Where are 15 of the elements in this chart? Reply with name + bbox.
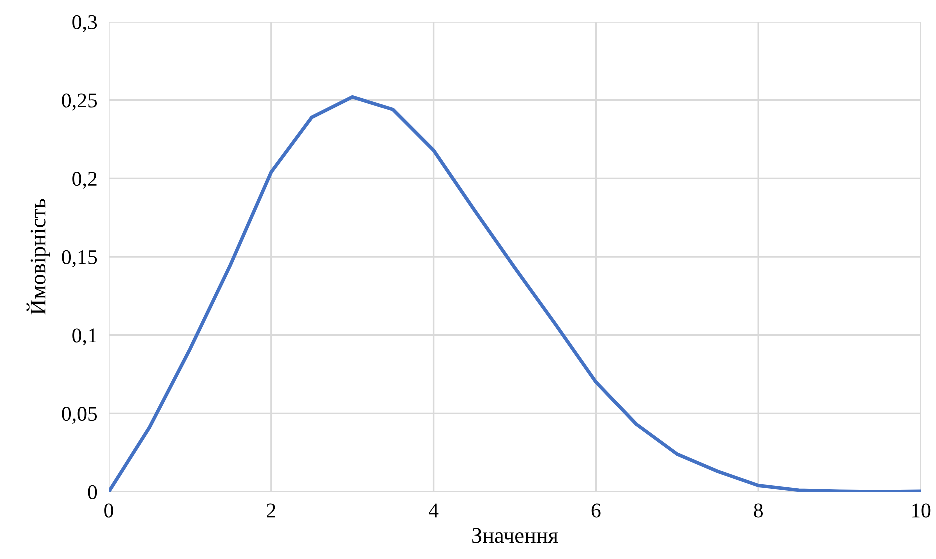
y-tick-label: 0,15 bbox=[62, 250, 98, 268]
x-tick-label: 0 bbox=[104, 504, 114, 518]
x-tick-label: 4 bbox=[429, 504, 439, 518]
x-tick-label: 8 bbox=[754, 504, 764, 518]
y-tick-label: 0,3 bbox=[72, 15, 98, 32]
x-tick-label: 2 bbox=[267, 504, 276, 518]
y-tick-label: 0,1 bbox=[72, 328, 97, 346]
y-axis-title: Ймовірність bbox=[26, 199, 50, 315]
y-tick-label: 0 bbox=[88, 485, 98, 500]
x-tick-label: 10 bbox=[912, 504, 931, 518]
y-tick-label: 0,05 bbox=[62, 407, 98, 424]
y-tick-label: 0,25 bbox=[62, 94, 98, 111]
x-axis-title: Значення bbox=[472, 528, 558, 544]
x-tick-label: 6 bbox=[592, 504, 601, 518]
y-tick-label: 0,2 bbox=[72, 172, 97, 190]
